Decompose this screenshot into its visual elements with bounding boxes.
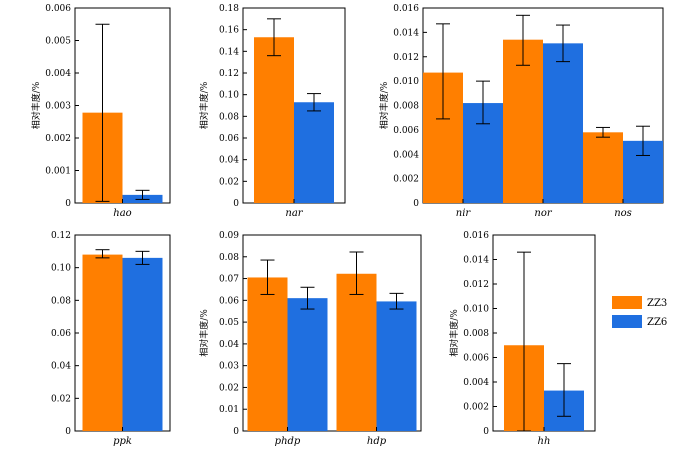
- y-tick-label: 0.14: [219, 47, 239, 57]
- y-axis-label: 相对丰度/%: [198, 81, 210, 129]
- y-tick-label: 0.02: [219, 177, 239, 187]
- y-tick-label: 0.012: [463, 280, 489, 290]
- y-tick-label: 0.012: [393, 53, 419, 63]
- y-tick-label: 0.016: [463, 231, 489, 241]
- y-tick-label: 0.006: [393, 126, 419, 136]
- y-tick-label: 0.08: [219, 112, 239, 122]
- y-tick-label: 0.006: [45, 4, 71, 14]
- y-tick-label: 0.002: [463, 403, 489, 413]
- legend-label-zz6: ZZ6: [647, 317, 667, 328]
- y-axis-label: 相对丰度/%: [30, 81, 42, 129]
- bar-zz3-nos: [583, 132, 623, 203]
- y-tick-label: 0.08: [219, 253, 239, 263]
- bar-zz6-nor: [543, 43, 583, 203]
- y-tick-label: 0.06: [219, 134, 239, 144]
- y-tick-label: 0.06: [51, 329, 71, 339]
- bar-zz3-ppk: [82, 254, 123, 431]
- legend-swatch-zz6: [612, 315, 642, 328]
- bar-zz6-hdp: [376, 301, 417, 431]
- y-tick-label: 0.014: [463, 256, 489, 266]
- y-tick-label: 0.002: [393, 175, 419, 185]
- y-tick-label: 0.03: [219, 362, 239, 372]
- y-tick-label: 0.05: [219, 318, 239, 328]
- y-tick-label: 0.01: [219, 405, 239, 415]
- legend-label-zz3: ZZ3: [647, 298, 667, 309]
- legend-swatch-zz3: [612, 296, 642, 309]
- bar-zz3-hdp: [336, 273, 377, 431]
- y-tick-label: 0.005: [45, 37, 71, 47]
- x-category-label-phdp: phdp: [275, 436, 301, 447]
- y-tick-label: 0.010: [393, 77, 419, 87]
- y-tick-label: 0.06: [219, 296, 239, 306]
- x-category-label-nir: nir: [456, 208, 472, 219]
- panel-ppk: 0 0.02 0.04 0.06 0.08 0.10 0.12 ppk: [51, 231, 171, 447]
- y-tick-label: 0.016: [393, 4, 419, 14]
- y-tick-label: 0: [65, 427, 71, 437]
- y-tick-label: 0.004: [393, 150, 419, 160]
- bar-zz6-ppk: [122, 257, 163, 431]
- y-tick-label: 0.010: [463, 305, 489, 315]
- bar-zz3-phdp: [247, 277, 288, 431]
- y-tick-label: 0: [483, 427, 489, 437]
- y-axis-label: 相对丰度/%: [448, 309, 460, 357]
- bar-zz6-nar: [294, 102, 334, 203]
- y-tick-label: 0.004: [463, 378, 489, 388]
- bar-zz6-phdp: [287, 298, 328, 431]
- y-tick-label: 0: [233, 427, 239, 437]
- panel-nar: 0 0.02 0.04 0.06 0.08 0.10 0.12 0.14 0.16 0.18 相对丰…: [198, 4, 346, 219]
- x-category-label-nos: nos: [614, 208, 632, 219]
- y-tick-label: 0.004: [45, 69, 71, 79]
- y-tick-label: 0.04: [219, 156, 239, 166]
- panel-phdp-hdp: 0 0.01 0.02 0.03 0.04 0.05 0.06 0.07 0.08 0.09 相对丰…: [198, 231, 422, 447]
- y-tick-label: 0.008: [393, 102, 419, 112]
- y-tick-label: 0: [413, 199, 419, 209]
- y-tick-label: 0.08: [51, 296, 71, 306]
- y-tick-label: 0.12: [51, 231, 71, 241]
- y-tick-label: 0.04: [51, 362, 71, 372]
- panel-nir-nor-nos: 0 0.002 0.004 0.006 0.008 0.010 0.012 0.014 0.01…: [378, 4, 664, 219]
- y-tick-label: 0.18: [219, 4, 239, 14]
- x-category-label-nor: nor: [534, 208, 552, 219]
- y-tick-label: 0.10: [219, 91, 239, 101]
- panel-hh: 0 0.002 0.004 0.006 0.008 0.010 0.012 0.014 0.01…: [448, 231, 596, 447]
- y-tick-label: 0.003: [45, 102, 71, 112]
- y-tick-label: 0.12: [219, 69, 239, 79]
- legend: ZZ3 ZZ6: [612, 296, 667, 328]
- x-category-label-ppk: ppk: [113, 436, 132, 447]
- x-category-label-nar: nar: [285, 208, 303, 219]
- y-tick-label: 0.02: [51, 394, 71, 404]
- y-tick-label: 0.04: [219, 340, 239, 350]
- y-tick-label: 0.008: [463, 329, 489, 339]
- panel-hao: 0 0.001 0.002 0.003 0.004 0.005 0.006 相对丰度/% hao: [30, 4, 171, 219]
- bar-zz3-nar: [254, 37, 294, 203]
- y-tick-label: 0: [65, 199, 71, 209]
- y-tick-label: 0.16: [219, 26, 239, 36]
- x-category-label-hh: hh: [538, 436, 551, 447]
- panel-frame: [242, 234, 422, 432]
- x-category-label-hdp: hdp: [367, 436, 387, 447]
- x-category-label-hao: hao: [113, 208, 131, 219]
- y-tick-label: 0.002: [45, 134, 71, 144]
- y-tick-label: 0: [233, 199, 239, 209]
- y-tick-label: 0.09: [219, 231, 239, 241]
- y-tick-label: 0.07: [219, 275, 239, 285]
- y-tick-label: 0.10: [51, 264, 71, 274]
- y-axis-label: 相对丰度/%: [378, 81, 390, 129]
- bar-zz3-nor: [503, 39, 543, 203]
- y-axis-label: 相对丰度/%: [198, 309, 210, 357]
- y-tick-label: 0.014: [393, 28, 419, 38]
- y-tick-label: 0.001: [45, 167, 71, 177]
- y-tick-label: 0.02: [219, 383, 239, 393]
- y-tick-label: 0.006: [463, 354, 489, 364]
